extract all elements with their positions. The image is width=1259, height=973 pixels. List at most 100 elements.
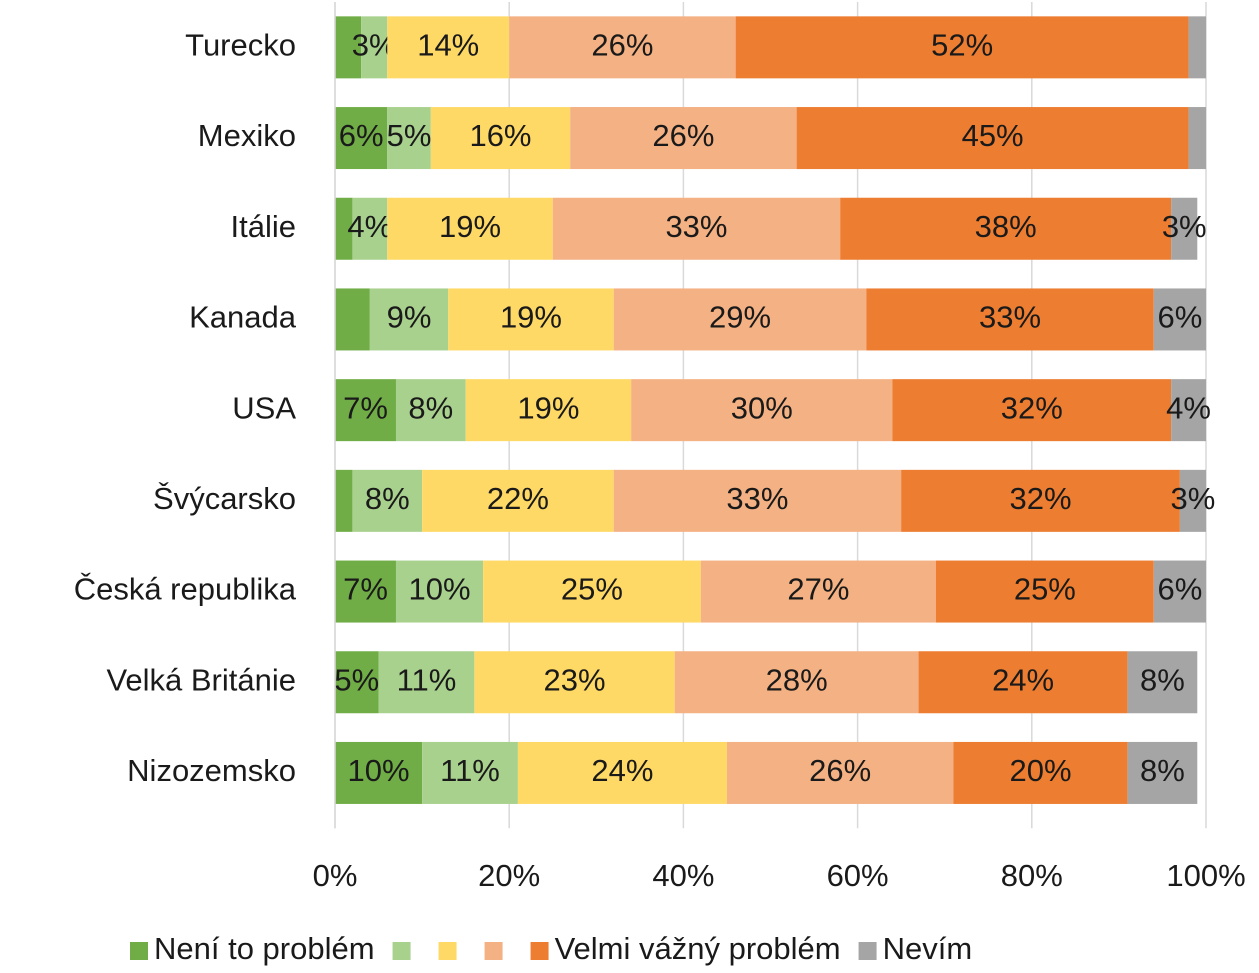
data-label: 30% (731, 390, 793, 425)
bar-segment (483, 560, 701, 623)
bar-segment (901, 469, 1180, 532)
bar-segment (570, 107, 797, 170)
bar-segment (352, 469, 423, 532)
legend-label: Nevím (883, 931, 973, 966)
data-label: 22% (487, 481, 549, 516)
y-tick-label: Velká Británie (106, 662, 296, 697)
x-tick-label: 40% (652, 858, 714, 893)
bar-segment (700, 560, 936, 623)
data-label: 11% (440, 753, 500, 788)
bar-segment (465, 379, 632, 442)
data-label: 24% (591, 753, 653, 788)
data-label: 8% (408, 390, 453, 425)
data-label: 11% (397, 662, 457, 697)
data-label: 27% (787, 572, 849, 607)
data-label: 24% (992, 662, 1054, 697)
data-label: 26% (809, 753, 871, 788)
bar-segment (613, 288, 867, 351)
bar-segment (517, 741, 727, 804)
data-label: 20% (1009, 753, 1071, 788)
data-label: 8% (365, 481, 410, 516)
bar-segment (1188, 16, 1206, 79)
bar-segment (378, 651, 475, 714)
bar-segment (448, 288, 614, 351)
bar-segment (395, 560, 484, 623)
bar-segment (387, 197, 553, 260)
bar-segment (1153, 560, 1206, 623)
bar-segment (1171, 379, 1206, 442)
data-label: 8% (1140, 662, 1185, 697)
data-label: 7% (343, 572, 388, 607)
data-label: 6% (339, 118, 384, 153)
x-tick-label: 100% (1166, 858, 1245, 893)
data-label: 45% (962, 118, 1024, 153)
bar-segment (1127, 651, 1198, 714)
legend-label: Velmi vážný problém (555, 931, 841, 966)
data-label: 28% (766, 662, 828, 697)
bar-segment (369, 288, 449, 351)
y-tick-label: Mexiko (198, 118, 296, 153)
data-label: 10% (408, 572, 470, 607)
legend-label: Není to problém (154, 931, 375, 966)
data-label: 33% (726, 481, 788, 516)
bar-segment (1179, 469, 1206, 532)
data-label: 6% (1157, 300, 1202, 335)
data-label: 23% (544, 662, 606, 697)
data-label: 5% (334, 662, 379, 697)
data-label: 26% (652, 118, 714, 153)
y-tick-label: Turecko (185, 28, 296, 63)
bar-segment (387, 107, 431, 170)
bar-segment (474, 651, 675, 714)
data-label: 19% (517, 390, 579, 425)
bar-segment (335, 197, 353, 260)
data-label: 33% (665, 209, 727, 244)
bar-segment (1188, 107, 1206, 170)
bar-segment (335, 560, 396, 623)
bar-segment (509, 16, 736, 79)
bar-segment (892, 379, 1172, 442)
bar-segment (935, 560, 1154, 623)
bar-segment (552, 197, 841, 260)
y-tick-label: Švýcarsko (153, 481, 296, 516)
data-label: 33% (979, 300, 1041, 335)
bar-segment (422, 469, 614, 532)
y-tick-label: Česká republika (74, 572, 297, 607)
data-label: 19% (500, 300, 562, 335)
data-label: 52% (931, 28, 993, 63)
y-tick-label: Itálie (231, 209, 296, 244)
bar-segment (735, 16, 1189, 79)
y-tick-label: USA (232, 390, 296, 425)
data-label: 10% (348, 753, 410, 788)
bar-segment (840, 197, 1172, 260)
data-label: 38% (975, 209, 1037, 244)
data-label: 25% (1014, 572, 1076, 607)
legend-swatch (484, 942, 503, 960)
data-label: 29% (709, 300, 771, 335)
data-label: 32% (1009, 481, 1071, 516)
y-tick-label: Nizozemsko (127, 753, 296, 788)
x-tick-label: 0% (313, 858, 358, 893)
bar-segment (674, 651, 919, 714)
legend-swatch (438, 942, 457, 960)
x-tick-label: 20% (478, 858, 540, 893)
data-label: 6% (1157, 572, 1202, 607)
data-label: 9% (387, 300, 432, 335)
data-label: 19% (439, 209, 501, 244)
bar-segment (335, 379, 396, 442)
data-label: 5% (387, 118, 432, 153)
x-tick-label: 60% (827, 858, 889, 893)
legend-swatch (530, 942, 549, 960)
data-label: 3% (1162, 209, 1207, 244)
legend-swatch (130, 942, 148, 960)
data-label: 4% (1166, 390, 1211, 425)
bar-segment (613, 469, 902, 532)
bar-segment (335, 741, 423, 804)
data-label: 3% (1171, 481, 1216, 516)
bar-segment (1171, 197, 1198, 260)
bar-segment (631, 379, 893, 442)
data-label: 8% (1140, 753, 1185, 788)
bar-segment (866, 288, 1154, 351)
bar-segment (335, 16, 362, 79)
data-label: 32% (1001, 390, 1063, 425)
